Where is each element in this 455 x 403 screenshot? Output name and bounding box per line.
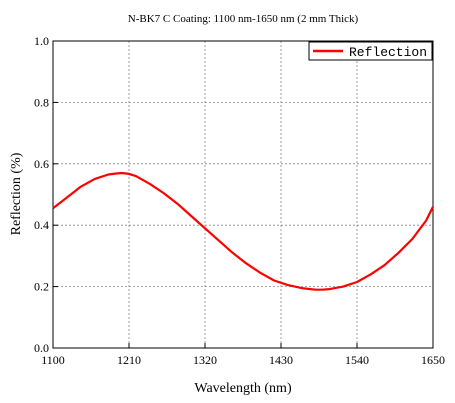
y-tick-label: 0.0 xyxy=(34,341,49,355)
y-tick-label: 0.8 xyxy=(34,95,49,109)
chart-title: N-BK7 C Coating: 1100 nm-1650 nm (2 mm T… xyxy=(128,13,359,25)
x-tick-label: 1210 xyxy=(117,353,141,367)
y-tick-label: 1.0 xyxy=(34,34,49,48)
x-tick-label: 1320 xyxy=(193,353,217,367)
y-tick-label: 0.6 xyxy=(34,157,49,171)
y-tick-label: 0.4 xyxy=(34,218,49,232)
axis-ticks: 1100 1210 1320 1430 1540 1650 0.0 0.2 0.4 0.6 0.8 1… xyxy=(34,34,445,367)
x-tick-label: 1100 xyxy=(41,353,65,367)
legend-box xyxy=(308,41,433,61)
reflection-series-line xyxy=(52,171,434,291)
legend: Reflection xyxy=(308,41,433,61)
plot-frame xyxy=(52,40,434,349)
x-tick-label: 1540 xyxy=(345,353,369,367)
grid xyxy=(53,41,433,348)
y-axis-label: Reflection (%) xyxy=(9,152,24,235)
x-tick-label: 1650 xyxy=(421,353,445,367)
y-tick-label: 0.2 xyxy=(34,280,49,294)
legend-label: Reflection xyxy=(349,45,427,60)
x-axis-label: Wavelength (nm) xyxy=(194,381,292,396)
x-tick-label: 1430 xyxy=(269,353,293,367)
